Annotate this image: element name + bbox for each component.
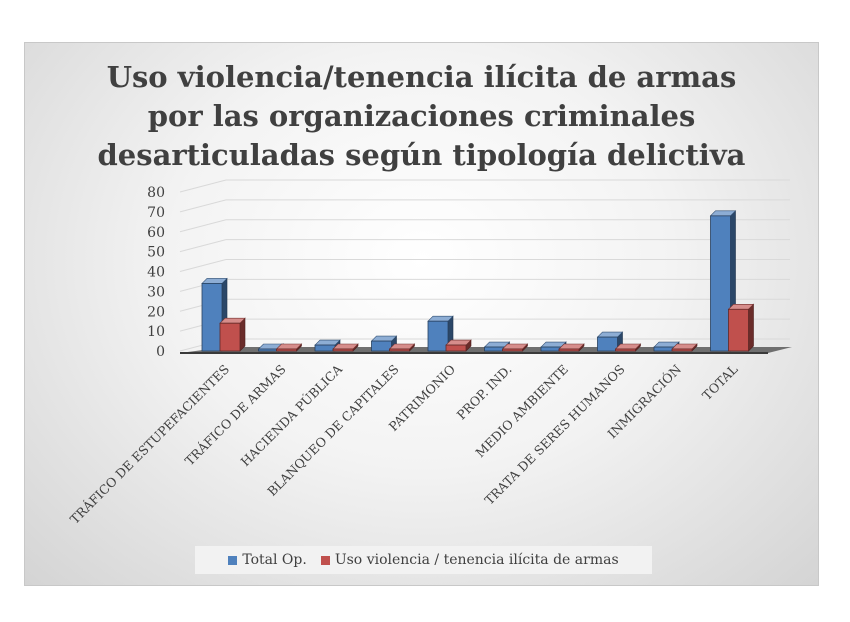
y-tick-label: 60 (147, 225, 165, 241)
bar-total-op (314, 344, 336, 352)
legend-item-total-op: Total Op. (228, 552, 307, 568)
gridline-side (179, 259, 227, 272)
y-tick-label: 40 (147, 265, 165, 281)
y-tick-label: 10 (147, 324, 165, 340)
bar-uso-violencia (332, 348, 354, 352)
bar-total-op (653, 346, 675, 352)
y-tick-label: 70 (147, 205, 165, 221)
y-tick-label: 30 (147, 284, 165, 300)
legend-swatch-uso-violencia (320, 555, 330, 565)
legend: Total Op. Uso violencia / tenencia ilíci… (195, 546, 652, 574)
bar-total-op (710, 215, 731, 352)
legend-swatch-total-op (228, 555, 238, 565)
bar-total-op (427, 320, 449, 352)
x-tick-label: PROP. IND. (454, 362, 515, 423)
chart-title: Uso violencia/tenencia ilícita de armas … (24, 58, 819, 175)
bar-total-op (484, 346, 505, 352)
gridline-side (179, 179, 227, 193)
chart-area (24, 42, 819, 586)
x-tick-label: HACIENDA PÚBLICA (237, 360, 346, 469)
bar-uso-violencia (671, 348, 693, 352)
x-tick-label: MEDIO AMBIENTE (472, 362, 571, 461)
chart-floor-edge (180, 352, 768, 354)
bar-uso-violencia-side (748, 303, 754, 352)
x-tick-label: TRÁFICO DE ARMAS (182, 362, 289, 469)
y-tick-label: 20 (147, 304, 165, 320)
bar-uso-violencia (558, 348, 580, 352)
gridline-side (179, 219, 227, 233)
bar-total-op (597, 336, 618, 352)
title-line-1: Uso violencia/tenencia ilícita de armas (106, 60, 737, 94)
bar-uso-violencia (728, 308, 749, 352)
legend-label-uso-violencia: Uso violencia / tenencia ilícita de arma… (334, 552, 619, 568)
bar-uso-violencia (445, 344, 467, 352)
bar-uso-violencia (219, 322, 241, 352)
bar-uso-violencia-side (239, 317, 246, 352)
bar-total-op (371, 340, 392, 352)
bar-total-op (201, 283, 223, 352)
gridline-side (179, 239, 227, 253)
y-tick-label: 50 (147, 245, 165, 261)
bar-total-op (540, 346, 562, 352)
legend-label-total-op: Total Op. (242, 552, 307, 568)
bar-total-op (258, 348, 279, 352)
gridline-side (179, 199, 227, 213)
y-tick-label: 80 (147, 185, 165, 201)
y-tick-label: 0 (156, 344, 165, 360)
title-line-2: por las organizaciones criminales (147, 99, 696, 133)
title-line-3: desarticuladas según tipología delictiva (97, 138, 746, 172)
bar-uso-violencia (389, 348, 410, 352)
bar-uso-violencia (615, 348, 636, 352)
legend-item-uso-violencia: Uso violencia / tenencia ilícita de arma… (320, 552, 619, 568)
bar-uso-violencia (276, 348, 297, 352)
bar-uso-violencia (502, 348, 523, 352)
x-tick-label: TOTAL (699, 362, 740, 403)
